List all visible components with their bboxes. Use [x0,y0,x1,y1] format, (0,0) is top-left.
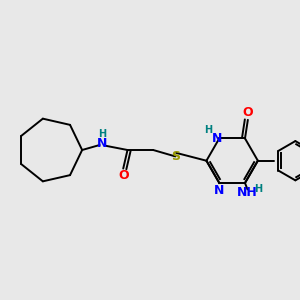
Text: H: H [254,184,262,194]
Text: H: H [205,124,213,134]
Text: O: O [118,169,128,182]
Text: H: H [98,129,106,139]
Text: O: O [242,106,253,119]
Text: N: N [97,137,107,150]
Text: N: N [214,184,224,197]
Text: N: N [212,132,222,145]
Text: S: S [171,150,180,163]
Text: NH: NH [236,187,257,200]
